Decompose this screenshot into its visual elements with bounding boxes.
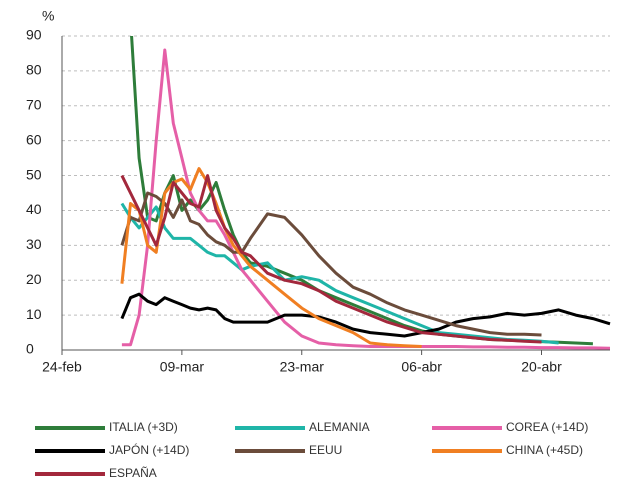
y-tick-label: 0 [26, 341, 34, 357]
legend-label: ESPAÑA [109, 466, 157, 479]
legend-label: EEUU [309, 443, 342, 457]
x-tick-label: 23-mar [280, 359, 325, 375]
series-line [120, 292, 611, 338]
y-tick-label: 10 [26, 306, 42, 322]
y-tick-label: 70 [26, 96, 42, 112]
series-line [120, 174, 542, 344]
legend: ITALIA (+3D) ALEMANIA COREA (+14D) JAPÓN (+… [35, 420, 588, 479]
x-tick-label: 09-mar [160, 359, 205, 375]
legend-label: COREA (+14D) [506, 420, 588, 434]
legend-label: CHINA (+45D) [506, 443, 583, 457]
y-tick-label: 50 [26, 166, 42, 182]
legend-label: ALEMANIA [309, 420, 370, 434]
y-tick-label: 90 [26, 27, 42, 43]
x-tick-label: 24-feb [42, 359, 82, 375]
x-tick-label: 06-abr [401, 359, 442, 375]
y-tick-label: 80 [26, 62, 42, 78]
y-tick-label: 30 [26, 236, 42, 252]
legend-label: ITALIA (+3D) [109, 420, 178, 434]
lines [120, 36, 611, 350]
y-unit: % [42, 8, 54, 24]
series-line [121, 48, 611, 350]
y-tick-label: 20 [26, 271, 42, 287]
axes: 0 10 20 30 40 50 60 70 80 90 24-feb 09-mar 23-mar 06-… [26, 27, 610, 375]
y-tick-label: 40 [26, 201, 42, 217]
series-line [130, 36, 593, 346]
x-tick-label: 20-abr [521, 359, 562, 375]
legend-label: JAPÓN (+14D) [109, 442, 189, 457]
series-line [120, 202, 559, 345]
y-tick-label: 60 [26, 131, 42, 147]
series-line [120, 191, 542, 337]
